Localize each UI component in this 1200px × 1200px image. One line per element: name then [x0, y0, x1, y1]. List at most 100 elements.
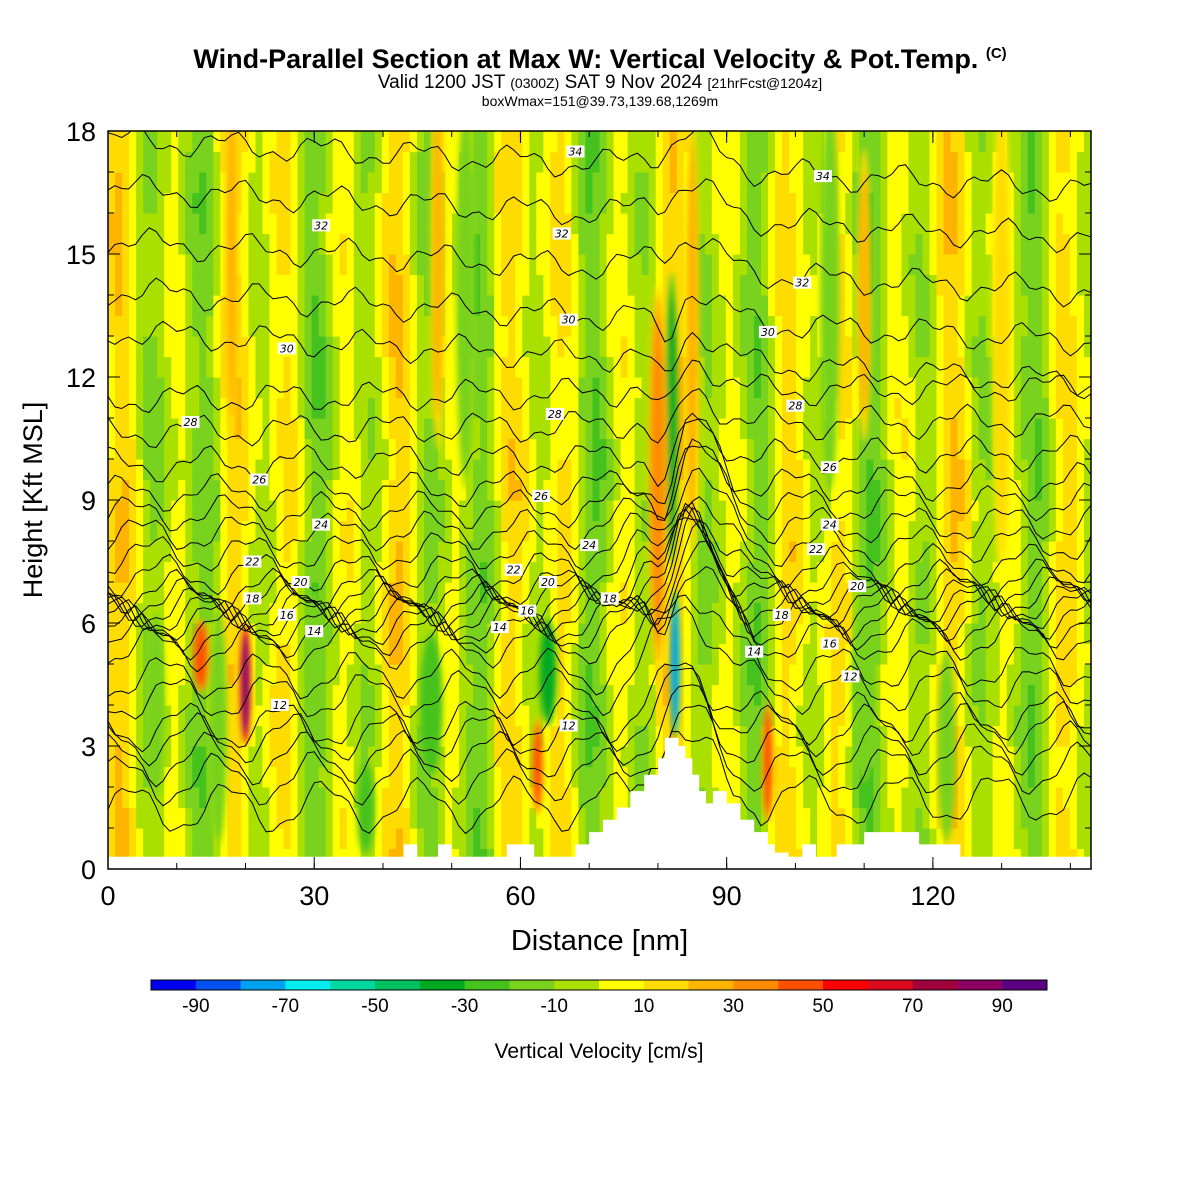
velocity-cell: [241, 766, 250, 788]
velocity-cell: [690, 602, 699, 624]
velocity-cell: [297, 479, 306, 501]
velocity-cell: [171, 602, 179, 624]
velocity-cell: [845, 295, 853, 317]
velocity-cell: [438, 438, 446, 460]
velocity-cell: [1027, 336, 1036, 358]
velocity-cell: [789, 541, 797, 563]
velocity-cell: [494, 582, 502, 604]
velocity-cell: [1034, 397, 1043, 419]
velocity-cell: [332, 192, 341, 214]
velocity-cell: [480, 295, 488, 317]
velocity-cell: [929, 336, 938, 358]
velocity-cell: [416, 828, 425, 850]
velocity-cell: [957, 520, 966, 542]
velocity-cell: [718, 602, 727, 624]
velocity-cell: [775, 459, 783, 481]
velocity-cell: [592, 356, 601, 378]
velocity-cell: [641, 664, 650, 686]
velocity-cell: [585, 315, 594, 337]
velocity-cell: [325, 705, 334, 727]
velocity-cell: [423, 254, 432, 276]
velocity-cell: [887, 336, 895, 358]
velocity-cell: [768, 520, 776, 542]
velocity-cell: [423, 459, 432, 481]
velocity-cell: [648, 684, 657, 706]
velocity-cell: [543, 746, 551, 768]
velocity-cell: [711, 438, 720, 460]
velocity-cell: [388, 766, 397, 788]
velocity-cell: [199, 459, 207, 481]
velocity-cell: [311, 766, 320, 788]
velocity-cell: [192, 192, 200, 214]
velocity-cell: [1013, 274, 1022, 296]
velocity-cell: [318, 582, 327, 604]
velocity-cell: [543, 438, 551, 460]
velocity-cell: [957, 664, 966, 686]
velocity-cell: [782, 705, 790, 727]
velocity-cell: [613, 192, 622, 214]
velocity-cell: [943, 561, 952, 583]
velocity-cell: [746, 766, 755, 788]
velocity-cell: [395, 356, 404, 378]
velocity-cell: [487, 254, 495, 276]
velocity-cell: [943, 336, 952, 358]
velocity-cell: [606, 315, 615, 337]
velocity-cell: [817, 500, 825, 522]
velocity-cell: [395, 684, 404, 706]
velocity-cell: [746, 418, 755, 440]
velocity-cell: [732, 643, 741, 665]
velocity-cell: [262, 725, 271, 747]
velocity-cell: [922, 520, 931, 542]
velocity-cell: [894, 254, 903, 276]
velocity-cell: [178, 500, 186, 522]
velocity-cell: [1006, 500, 1015, 522]
velocity-cell: [171, 397, 179, 419]
velocity-cell: [115, 582, 123, 604]
velocity-cell: [248, 828, 257, 850]
velocity-cell: [950, 336, 959, 358]
velocity-cell: [613, 602, 622, 624]
velocity-cell: [227, 459, 235, 481]
velocity-cell: [894, 787, 903, 809]
velocity-cell: [690, 582, 699, 604]
velocity-cell: [564, 602, 573, 624]
velocity-cell: [283, 192, 292, 214]
velocity-cell: [430, 582, 439, 604]
velocity-cell: [852, 479, 860, 501]
velocity-cell: [360, 602, 369, 624]
velocity-cell: [775, 295, 783, 317]
velocity-cell: [529, 664, 537, 686]
velocity-cell: [585, 295, 594, 317]
velocity-cell: [325, 274, 334, 296]
velocity-cell: [782, 172, 790, 194]
velocity-cell: [648, 705, 657, 727]
velocity-cell: [606, 643, 615, 665]
velocity-cell: [339, 315, 348, 337]
velocity-cell: [466, 807, 474, 829]
velocity-cell: [676, 438, 685, 460]
velocity-cell: [901, 295, 910, 317]
velocity-cell: [409, 807, 418, 829]
velocity-cell: [1020, 172, 1029, 194]
velocity-cell: [143, 828, 151, 850]
velocity-cell: [346, 828, 355, 850]
velocity-cell: [262, 172, 271, 194]
velocity-cell: [522, 561, 530, 583]
velocity-cell: [473, 151, 481, 173]
velocity-cell: [620, 438, 629, 460]
velocity-cell: [796, 602, 804, 624]
velocity-cell: [564, 643, 573, 665]
velocity-cell: [880, 274, 888, 296]
velocity-cell: [269, 623, 278, 645]
velocity-cell: [409, 438, 418, 460]
velocity-cell: [718, 131, 727, 153]
velocity-cell: [985, 664, 994, 686]
velocity-cell: [248, 479, 257, 501]
velocity-cell: [929, 500, 938, 522]
velocity-cell: [220, 500, 228, 522]
velocity-cell: [845, 623, 853, 645]
velocity-cell: [452, 172, 460, 194]
velocity-cell: [360, 623, 369, 645]
velocity-cell: [711, 356, 720, 378]
velocity-cell: [901, 274, 910, 296]
